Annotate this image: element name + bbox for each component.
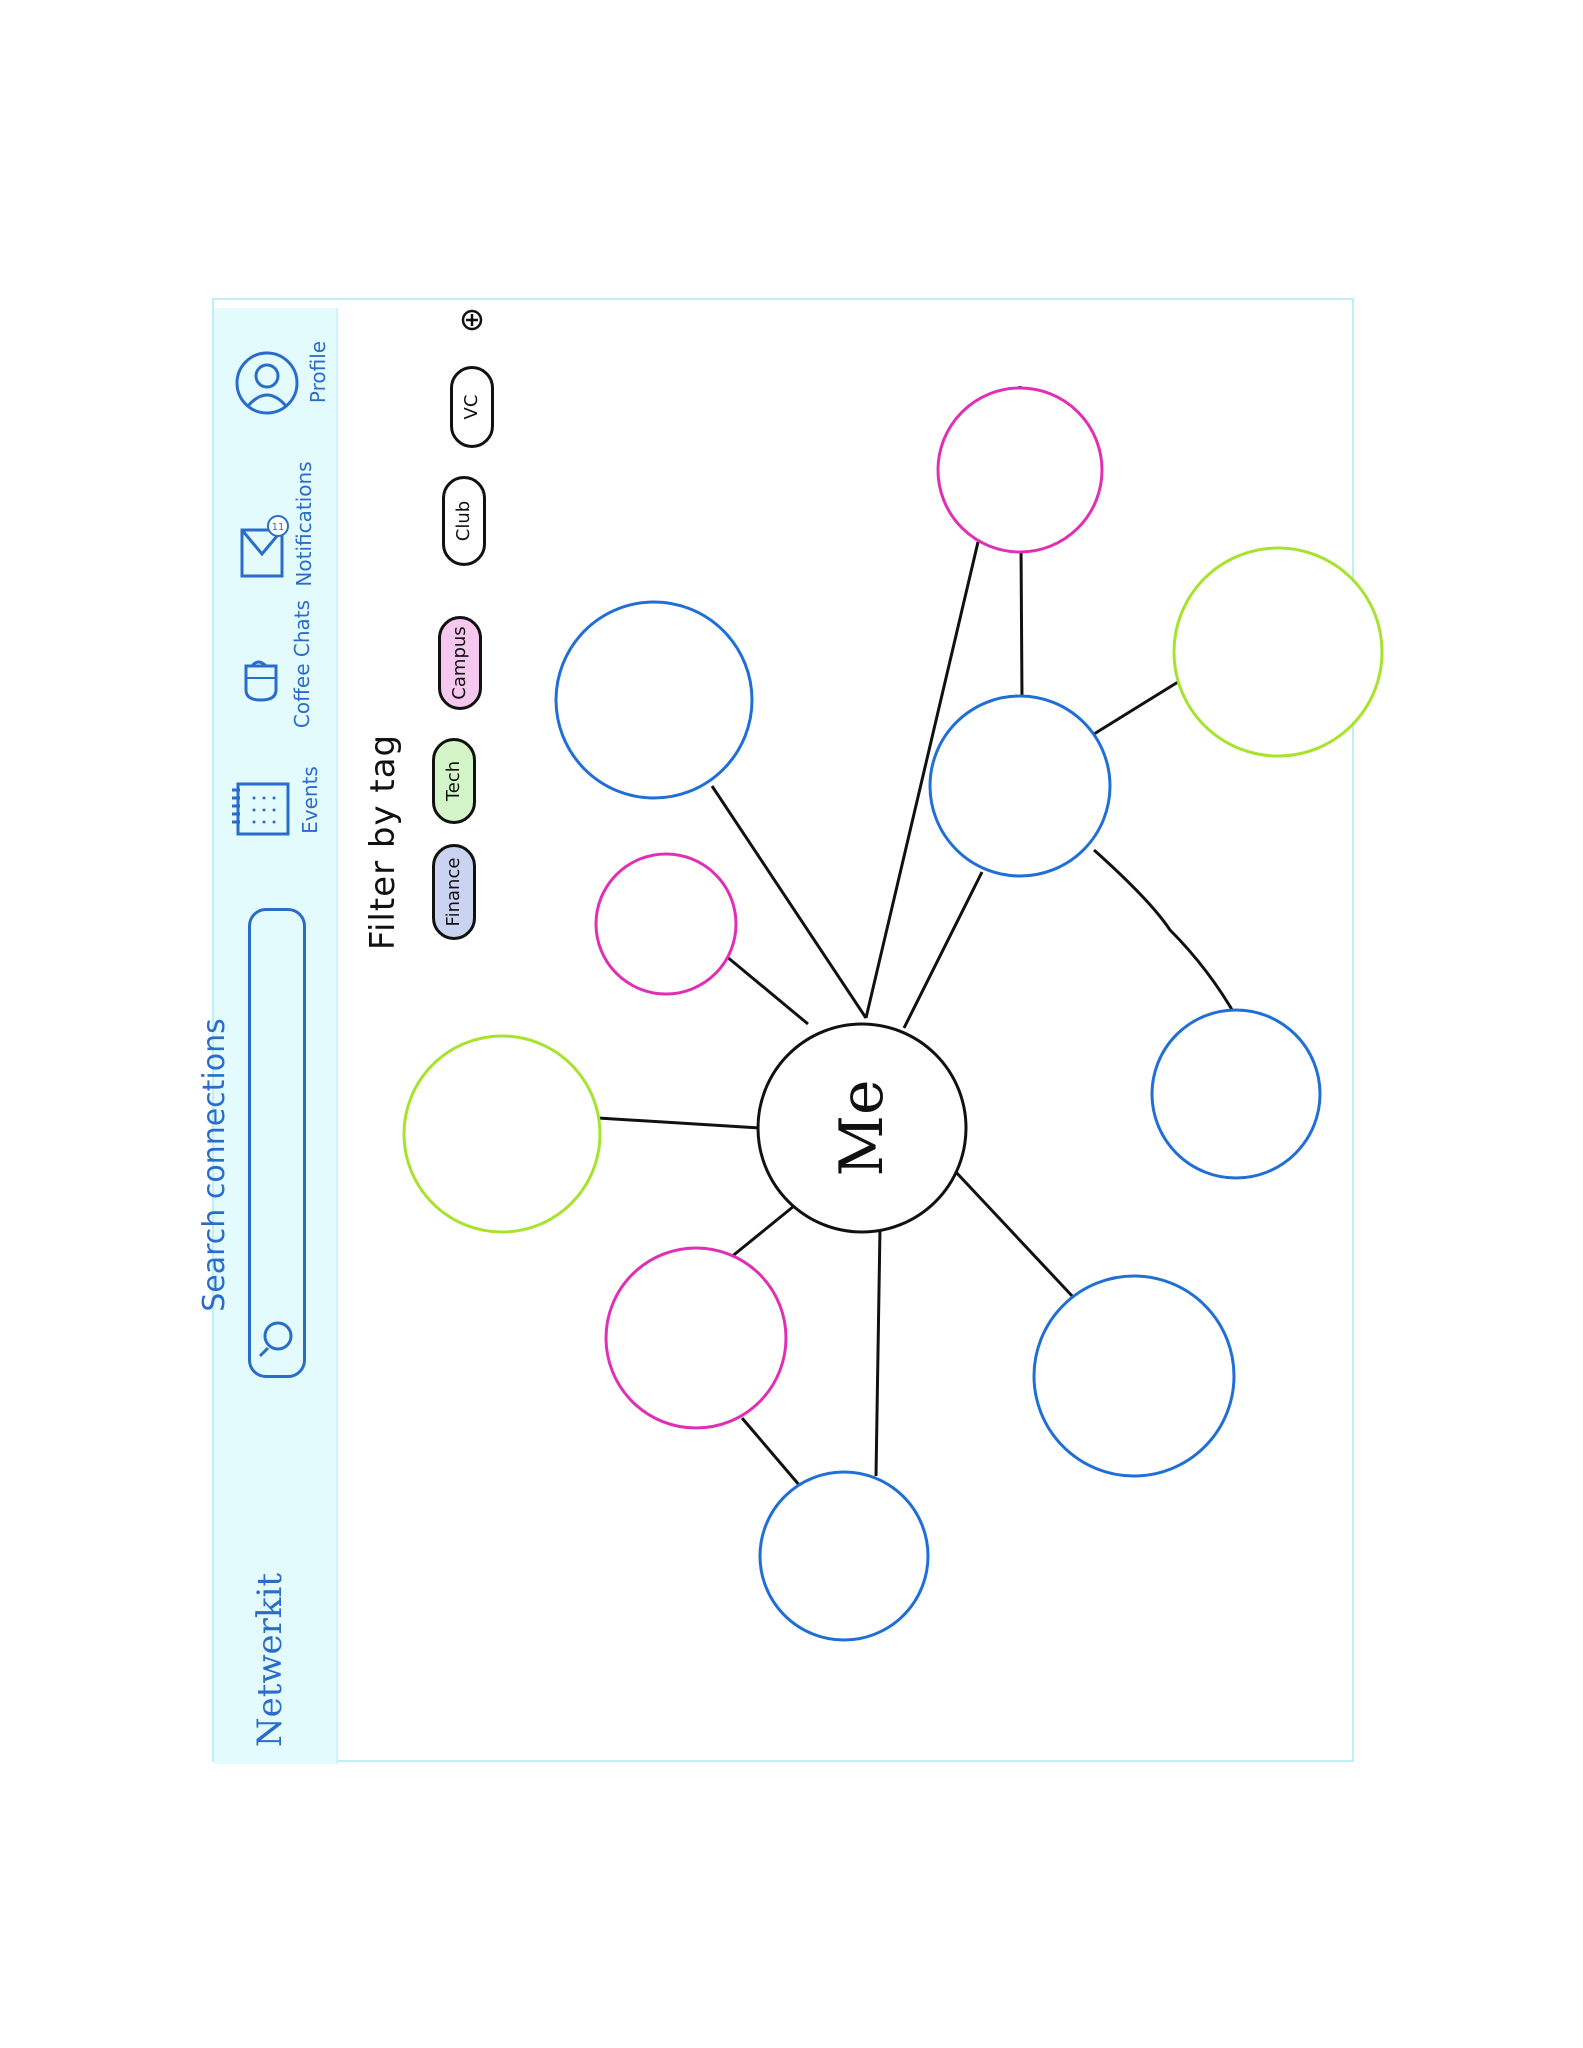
node-tech[interactable] — [402, 1034, 602, 1234]
node-me[interactable] — [756, 1022, 968, 1234]
tag-club[interactable] — [442, 476, 486, 566]
node-finance[interactable] — [928, 694, 1112, 878]
profile-icon[interactable] — [234, 350, 300, 416]
tag-tech[interactable] — [432, 738, 476, 824]
search-input[interactable] — [248, 908, 306, 1378]
node-finance[interactable] — [1032, 1274, 1236, 1478]
edge — [725, 954, 809, 1026]
top-navigation-bar — [214, 308, 338, 1764]
node-campus[interactable] — [604, 1246, 788, 1430]
edge — [1093, 680, 1179, 736]
plus-circle-icon[interactable] — [460, 308, 484, 332]
node-campus[interactable] — [594, 852, 738, 996]
edge — [952, 1168, 1076, 1300]
node-finance[interactable] — [758, 1470, 930, 1642]
calendar-icon[interactable] — [230, 778, 292, 840]
app-frame — [212, 298, 1354, 1762]
notification-badge — [267, 515, 289, 537]
mail-icon[interactable]: 11 — [236, 514, 292, 580]
tag-vc[interactable] — [450, 366, 494, 448]
edge — [874, 1227, 882, 1477]
edge — [864, 541, 980, 1019]
edge — [902, 871, 984, 1029]
edge — [740, 1417, 802, 1487]
edge — [729, 1204, 795, 1260]
edge — [1093, 848, 1240, 1021]
node-campus[interactable] — [936, 386, 1104, 554]
coffee-cup-icon[interactable] — [236, 656, 286, 706]
edge — [710, 785, 868, 1019]
node-tech[interactable] — [1172, 546, 1384, 758]
node-finance[interactable] — [1150, 1008, 1322, 1180]
search-icon — [258, 1321, 293, 1358]
node-me-label: Me — [827, 1079, 897, 1177]
tag-campus[interactable] — [438, 616, 482, 710]
node-finance[interactable] — [554, 600, 754, 800]
tag-finance[interactable] — [432, 844, 476, 940]
notification-count: 11 — [272, 522, 285, 533]
edge — [597, 1116, 761, 1130]
graph-edges — [597, 385, 1240, 1487]
